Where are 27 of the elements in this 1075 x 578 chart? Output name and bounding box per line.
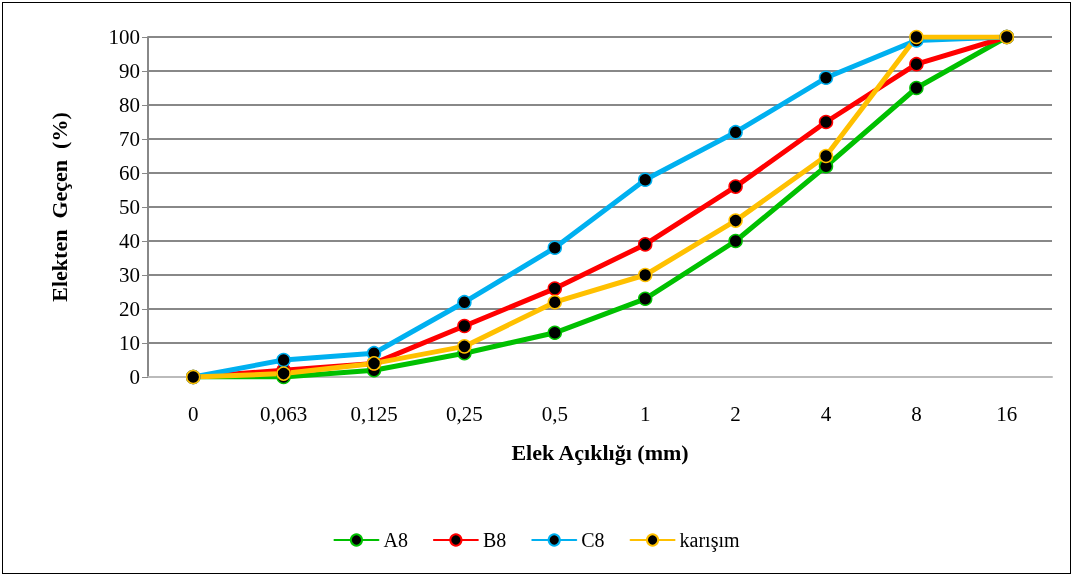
y-tick-label: 80 (119, 93, 140, 117)
y-axis-title: Elekten Geçen (%) (46, 112, 72, 302)
y-tick-label: 90 (119, 59, 140, 83)
y-tick-label: 100 (108, 25, 140, 49)
y-tick-label: 30 (119, 263, 140, 287)
y-tick-label: 10 (119, 331, 140, 355)
x-axis-title: Elek Açıklığı (mm) (511, 439, 689, 465)
legend-label: karışım (679, 529, 740, 552)
x-tick-label: 0,5 (541, 401, 568, 426)
x-tick-label: 0,25 (446, 401, 483, 426)
x-tick-label: 0,125 (350, 401, 398, 426)
x-tick-label: 1 (639, 401, 651, 426)
y-tick-label: 50 (119, 195, 140, 219)
x-tick-label: 0,063 (259, 401, 308, 426)
x-tick-label: 0 (187, 401, 199, 426)
x-tick-label: 16 (996, 401, 1018, 426)
y-tick-label: 0 (129, 365, 140, 389)
y-tick-label: 40 (119, 229, 140, 253)
x-tick-label: 2 (730, 401, 741, 426)
x-tick-label: 8 (911, 401, 922, 426)
y-tick-label: 70 (119, 127, 140, 151)
legend-label: C8 (581, 529, 605, 551)
y-tick-label: 60 (119, 161, 140, 185)
legend-label: A8 (383, 529, 408, 551)
x-tick-label: 4 (820, 401, 832, 426)
legend-label: B8 (482, 529, 507, 551)
y-tick-label: 20 (119, 297, 140, 321)
